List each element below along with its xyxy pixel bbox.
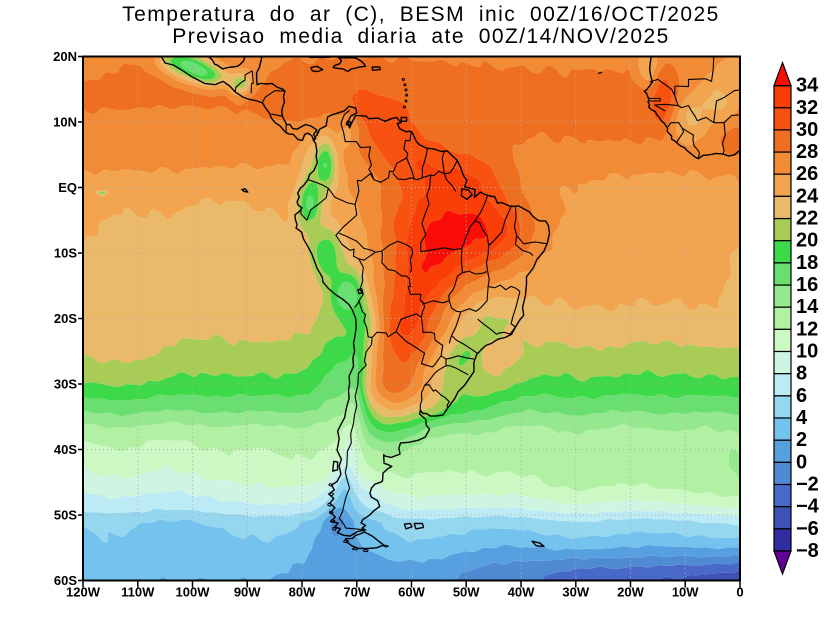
svg-text:12: 12 xyxy=(796,318,818,340)
svg-text:90W: 90W xyxy=(234,585,261,600)
svg-text:28: 28 xyxy=(796,141,818,163)
svg-text:40S: 40S xyxy=(54,442,77,457)
svg-text:26: 26 xyxy=(796,163,818,185)
svg-text:10: 10 xyxy=(796,341,818,363)
svg-text:−2: −2 xyxy=(796,474,819,496)
svg-text:10S: 10S xyxy=(54,246,77,261)
svg-text:120W: 120W xyxy=(66,585,101,600)
svg-text:32: 32 xyxy=(796,97,818,119)
svg-text:Previsao media diaria ate 00Z/: Previsao media diaria ate 00Z/14/NOV/202… xyxy=(172,25,670,48)
svg-text:0: 0 xyxy=(736,585,743,600)
svg-text:30S: 30S xyxy=(54,377,77,392)
svg-text:18: 18 xyxy=(796,252,818,274)
svg-text:30: 30 xyxy=(796,119,818,141)
svg-text:70W: 70W xyxy=(343,585,370,600)
svg-text:30W: 30W xyxy=(562,585,589,600)
svg-text:10W: 10W xyxy=(672,585,699,600)
svg-text:22: 22 xyxy=(796,208,818,230)
svg-text:Temperatura do ar (C), BESM in: Temperatura do ar (C), BESM inic 00Z/16/… xyxy=(122,3,720,26)
svg-text:−8: −8 xyxy=(796,540,819,562)
svg-text:6: 6 xyxy=(796,385,807,407)
svg-text:4: 4 xyxy=(796,407,808,429)
svg-text:20N: 20N xyxy=(53,49,77,64)
svg-text:−6: −6 xyxy=(796,518,819,540)
svg-text:110W: 110W xyxy=(121,585,155,600)
svg-text:8: 8 xyxy=(796,363,807,385)
svg-text:14: 14 xyxy=(796,296,819,318)
svg-text:16: 16 xyxy=(796,274,818,296)
svg-text:10N: 10N xyxy=(53,115,77,130)
svg-text:EQ: EQ xyxy=(58,180,77,195)
svg-text:34: 34 xyxy=(796,75,819,97)
svg-text:100W: 100W xyxy=(176,585,211,600)
svg-text:60S: 60S xyxy=(54,573,77,588)
svg-text:60W: 60W xyxy=(398,585,425,600)
svg-text:24: 24 xyxy=(796,185,819,207)
svg-text:20W: 20W xyxy=(617,585,644,600)
svg-text:−4: −4 xyxy=(796,496,820,518)
svg-text:20: 20 xyxy=(796,230,818,252)
svg-text:40W: 40W xyxy=(508,585,535,600)
svg-text:20S: 20S xyxy=(54,311,77,326)
svg-text:0: 0 xyxy=(796,451,807,473)
svg-text:50W: 50W xyxy=(453,585,480,600)
svg-text:50S: 50S xyxy=(54,508,77,523)
svg-text:80W: 80W xyxy=(289,585,316,600)
svg-text:2: 2 xyxy=(796,429,807,451)
